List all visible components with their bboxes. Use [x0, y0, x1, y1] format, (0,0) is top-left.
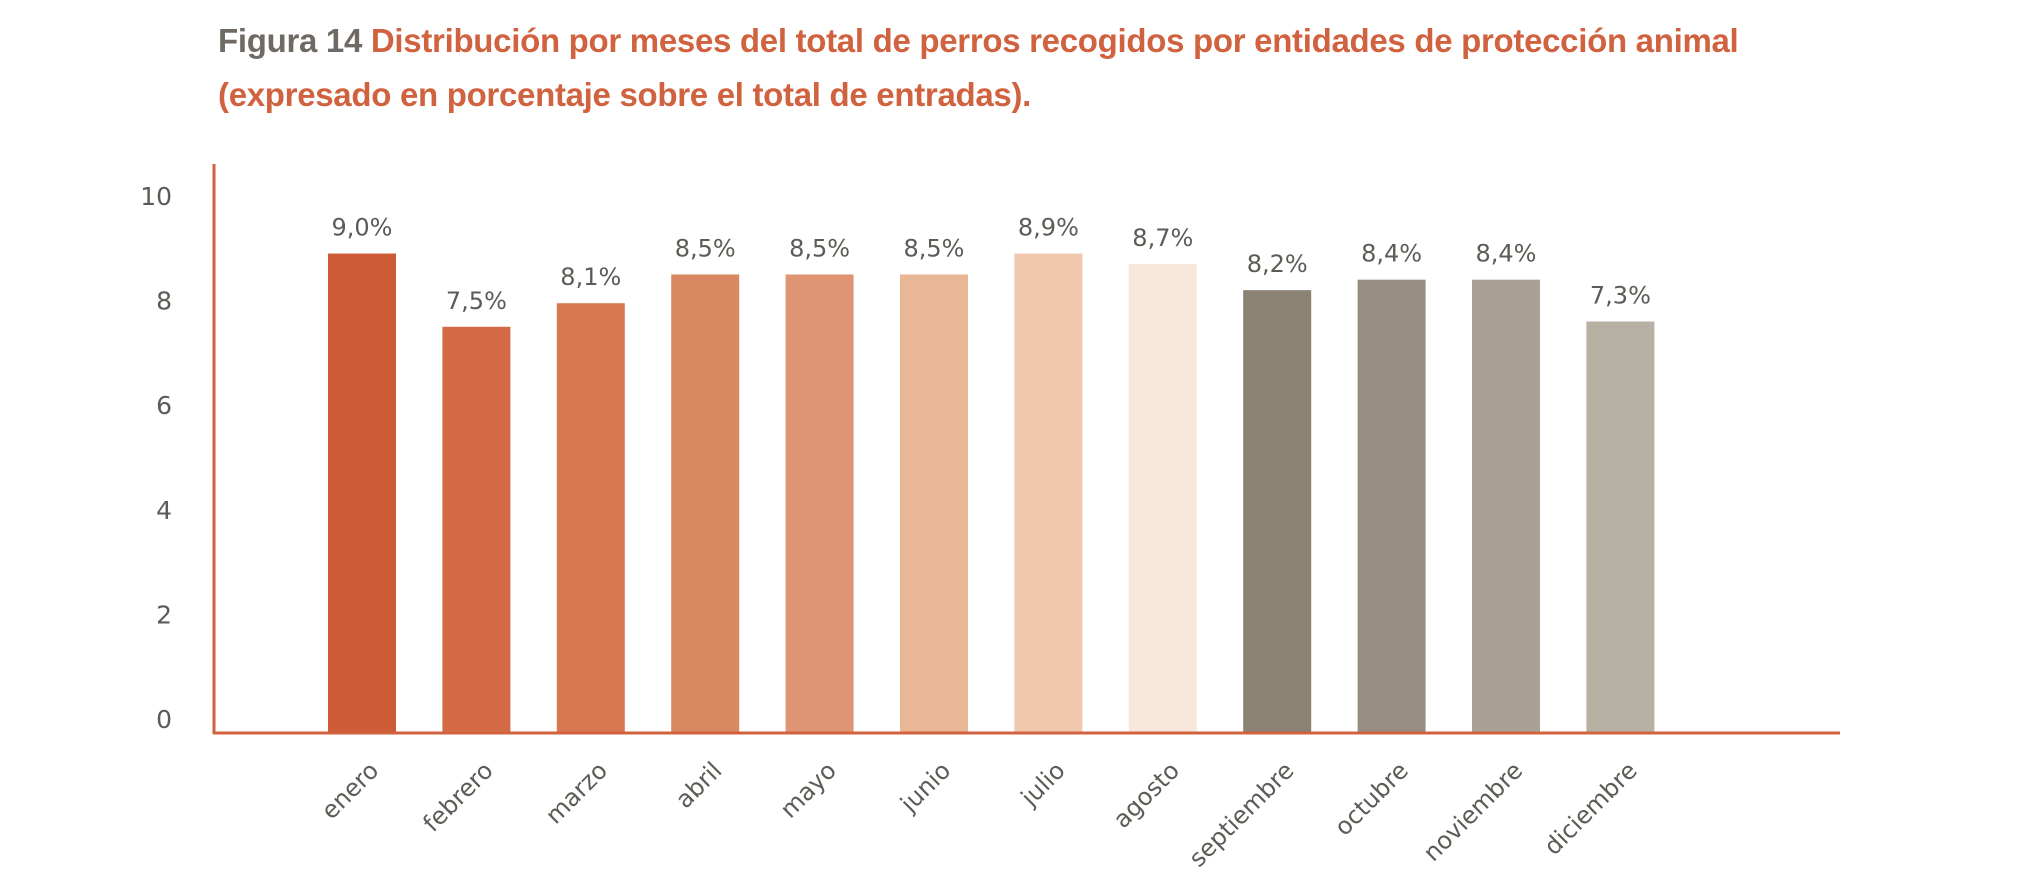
data-label-noviembre: 8,4% [1476, 240, 1537, 268]
bar-septiembre [1243, 290, 1312, 733]
title-line-2: (expresado en porcentaje sobre el total … [218, 76, 1032, 113]
y-tick-label: 8 [156, 287, 172, 316]
bar-abril [671, 274, 740, 733]
x-tick-label-julio: julio [1015, 756, 1071, 812]
x-axis-labels: enero febrero marzo abril mayo junio julio agos… [316, 756, 1643, 872]
data-label-septiembre: 8,2% [1247, 250, 1308, 278]
bar-febrero [442, 326, 511, 733]
x-tick-label-marzo: marzo [540, 756, 613, 829]
bar-junio [900, 274, 968, 733]
bar-diciembre [1586, 321, 1655, 733]
bar-julio [1014, 253, 1083, 733]
x-tick-label-enero: enero [316, 756, 384, 824]
data-label-diciembre: 7,3% [1590, 282, 1651, 310]
x-tick-label-noviembre: noviembre [1418, 756, 1528, 866]
data-label-enero: 9,0% [332, 214, 393, 242]
data-label-abril: 8,5% [675, 234, 736, 262]
data-label-octubre: 8,4% [1361, 240, 1422, 268]
y-tick-label: 4 [156, 496, 172, 525]
x-tick-label-febrero: febrero [418, 756, 499, 837]
figure-number: Figura 14 [218, 22, 363, 59]
data-label-mayo: 8,5% [789, 234, 850, 262]
title-line-1: Distribución por meses del total de perr… [370, 22, 1739, 59]
x-tick-label-mayo: mayo [775, 756, 842, 823]
x-tick-label-octubre: octubre [1329, 756, 1414, 841]
data-labels: 9,0% 7,5% 8,1% 8,5% 8,5% 8,5% 8,9% 8,7% 8,2% 8,4%… [332, 214, 1651, 315]
bars [328, 253, 1655, 733]
data-label-junio: 8,5% [904, 234, 965, 262]
y-tick-label: 0 [156, 705, 172, 734]
bar-agosto [1128, 263, 1197, 733]
bar-mayo [785, 274, 854, 733]
bar-enero [328, 253, 396, 733]
x-tick-label-junio: junio [894, 756, 956, 818]
bar-noviembre [1472, 279, 1540, 733]
y-axis-ticks: 0 2 4 6 8 10 [140, 182, 172, 734]
data-label-agosto: 8,7% [1132, 224, 1193, 252]
x-tick-label-septiembre: septiembre [1183, 756, 1299, 872]
data-label-febrero: 7,5% [446, 287, 507, 315]
x-tick-label-agosto: agosto [1108, 756, 1185, 833]
y-tick-label: 6 [156, 391, 172, 420]
y-tick-label: 2 [156, 600, 172, 629]
data-label-julio: 8,9% [1018, 214, 1079, 242]
chart-title: Figura 14 Distribución por meses del tot… [218, 14, 1918, 122]
bar-octubre [1357, 279, 1426, 733]
x-tick-label-abril: abril [670, 756, 727, 813]
data-label-marzo: 8,1% [560, 263, 621, 291]
x-tick-label-diciembre: diciembre [1539, 756, 1643, 860]
y-tick-label: 10 [140, 182, 172, 211]
bar-marzo [556, 303, 625, 733]
